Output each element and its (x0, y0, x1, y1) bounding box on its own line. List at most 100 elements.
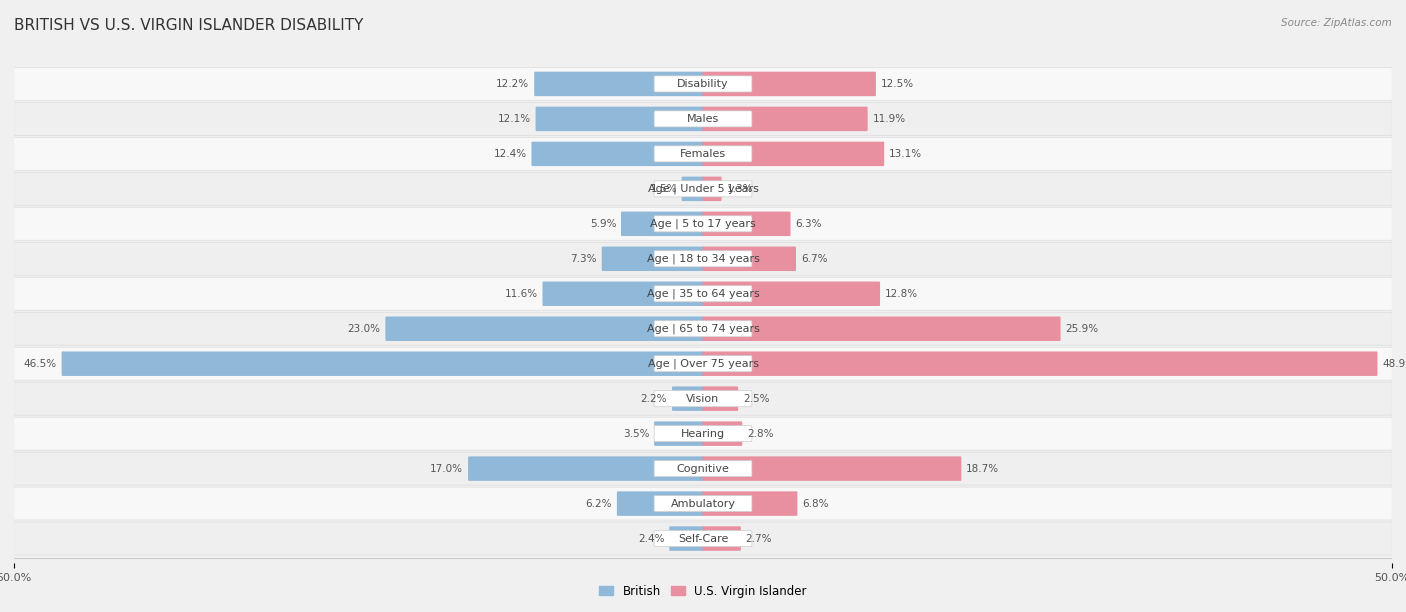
FancyBboxPatch shape (703, 386, 738, 411)
FancyBboxPatch shape (703, 282, 880, 306)
Text: 1.5%: 1.5% (651, 184, 676, 194)
FancyBboxPatch shape (62, 351, 703, 376)
FancyBboxPatch shape (703, 141, 884, 166)
Text: Females: Females (681, 149, 725, 159)
Text: 12.1%: 12.1% (498, 114, 531, 124)
Text: Source: ZipAtlas.com: Source: ZipAtlas.com (1281, 18, 1392, 28)
Text: 13.1%: 13.1% (889, 149, 922, 159)
Text: Age | Over 75 years: Age | Over 75 years (648, 359, 758, 369)
FancyBboxPatch shape (703, 526, 741, 551)
FancyBboxPatch shape (14, 138, 1392, 170)
Text: 1.3%: 1.3% (727, 184, 754, 194)
FancyBboxPatch shape (654, 76, 752, 92)
FancyBboxPatch shape (654, 146, 752, 162)
Text: Age | 18 to 34 years: Age | 18 to 34 years (647, 253, 759, 264)
FancyBboxPatch shape (385, 316, 703, 341)
Text: 6.7%: 6.7% (801, 254, 827, 264)
FancyBboxPatch shape (672, 386, 703, 411)
Text: Age | 5 to 17 years: Age | 5 to 17 years (650, 218, 756, 229)
FancyBboxPatch shape (654, 422, 703, 446)
FancyBboxPatch shape (682, 177, 703, 201)
FancyBboxPatch shape (14, 347, 1392, 380)
FancyBboxPatch shape (14, 382, 1392, 415)
Text: 11.9%: 11.9% (873, 114, 905, 124)
Text: 6.8%: 6.8% (803, 499, 828, 509)
Text: Age | Under 5 years: Age | Under 5 years (648, 184, 758, 194)
FancyBboxPatch shape (654, 390, 752, 407)
FancyBboxPatch shape (543, 282, 703, 306)
FancyBboxPatch shape (536, 106, 703, 131)
FancyBboxPatch shape (703, 177, 721, 201)
FancyBboxPatch shape (703, 316, 1060, 341)
Text: Vision: Vision (686, 394, 720, 404)
FancyBboxPatch shape (654, 531, 752, 547)
FancyBboxPatch shape (703, 351, 1378, 376)
FancyBboxPatch shape (468, 457, 703, 481)
FancyBboxPatch shape (534, 72, 703, 96)
Legend: British, U.S. Virgin Islander: British, U.S. Virgin Islander (595, 580, 811, 602)
FancyBboxPatch shape (703, 247, 796, 271)
Text: 5.9%: 5.9% (589, 219, 616, 229)
FancyBboxPatch shape (14, 487, 1392, 520)
FancyBboxPatch shape (654, 111, 752, 127)
Text: 23.0%: 23.0% (347, 324, 381, 334)
Text: Age | 35 to 64 years: Age | 35 to 64 years (647, 288, 759, 299)
Text: 2.5%: 2.5% (742, 394, 769, 404)
FancyBboxPatch shape (654, 321, 752, 337)
FancyBboxPatch shape (14, 207, 1392, 241)
FancyBboxPatch shape (703, 212, 790, 236)
Text: 17.0%: 17.0% (430, 464, 463, 474)
Text: Self-Care: Self-Care (678, 534, 728, 543)
Text: 18.7%: 18.7% (966, 464, 1000, 474)
FancyBboxPatch shape (617, 491, 703, 516)
FancyBboxPatch shape (14, 173, 1392, 205)
FancyBboxPatch shape (14, 67, 1392, 100)
FancyBboxPatch shape (703, 106, 868, 131)
FancyBboxPatch shape (602, 247, 703, 271)
FancyBboxPatch shape (14, 452, 1392, 485)
FancyBboxPatch shape (654, 356, 752, 371)
Text: Hearing: Hearing (681, 428, 725, 439)
Text: 6.3%: 6.3% (796, 219, 823, 229)
FancyBboxPatch shape (703, 422, 742, 446)
Text: 6.2%: 6.2% (585, 499, 612, 509)
Text: 46.5%: 46.5% (24, 359, 56, 368)
FancyBboxPatch shape (531, 141, 703, 166)
FancyBboxPatch shape (703, 72, 876, 96)
Text: 48.9%: 48.9% (1382, 359, 1406, 368)
FancyBboxPatch shape (14, 102, 1392, 135)
Text: 7.3%: 7.3% (571, 254, 598, 264)
FancyBboxPatch shape (654, 461, 752, 477)
FancyBboxPatch shape (654, 286, 752, 302)
Text: Age | 65 to 74 years: Age | 65 to 74 years (647, 324, 759, 334)
Text: 2.7%: 2.7% (745, 534, 772, 543)
FancyBboxPatch shape (14, 242, 1392, 275)
FancyBboxPatch shape (14, 522, 1392, 555)
FancyBboxPatch shape (669, 526, 703, 551)
FancyBboxPatch shape (654, 181, 752, 197)
FancyBboxPatch shape (14, 312, 1392, 345)
FancyBboxPatch shape (703, 457, 962, 481)
Text: 2.4%: 2.4% (638, 534, 665, 543)
Text: Cognitive: Cognitive (676, 464, 730, 474)
Text: Ambulatory: Ambulatory (671, 499, 735, 509)
Text: Males: Males (688, 114, 718, 124)
FancyBboxPatch shape (621, 212, 703, 236)
FancyBboxPatch shape (654, 425, 752, 442)
Text: 25.9%: 25.9% (1066, 324, 1098, 334)
FancyBboxPatch shape (654, 251, 752, 267)
FancyBboxPatch shape (654, 496, 752, 512)
Text: 12.2%: 12.2% (496, 79, 530, 89)
Text: 12.5%: 12.5% (880, 79, 914, 89)
Text: 12.4%: 12.4% (494, 149, 527, 159)
Text: 12.8%: 12.8% (884, 289, 918, 299)
Text: 2.8%: 2.8% (747, 428, 773, 439)
Text: 11.6%: 11.6% (505, 289, 537, 299)
Text: Disability: Disability (678, 79, 728, 89)
FancyBboxPatch shape (703, 491, 797, 516)
Text: 3.5%: 3.5% (623, 428, 650, 439)
Text: 2.2%: 2.2% (641, 394, 668, 404)
Text: BRITISH VS U.S. VIRGIN ISLANDER DISABILITY: BRITISH VS U.S. VIRGIN ISLANDER DISABILI… (14, 18, 363, 34)
FancyBboxPatch shape (654, 216, 752, 232)
FancyBboxPatch shape (14, 277, 1392, 310)
